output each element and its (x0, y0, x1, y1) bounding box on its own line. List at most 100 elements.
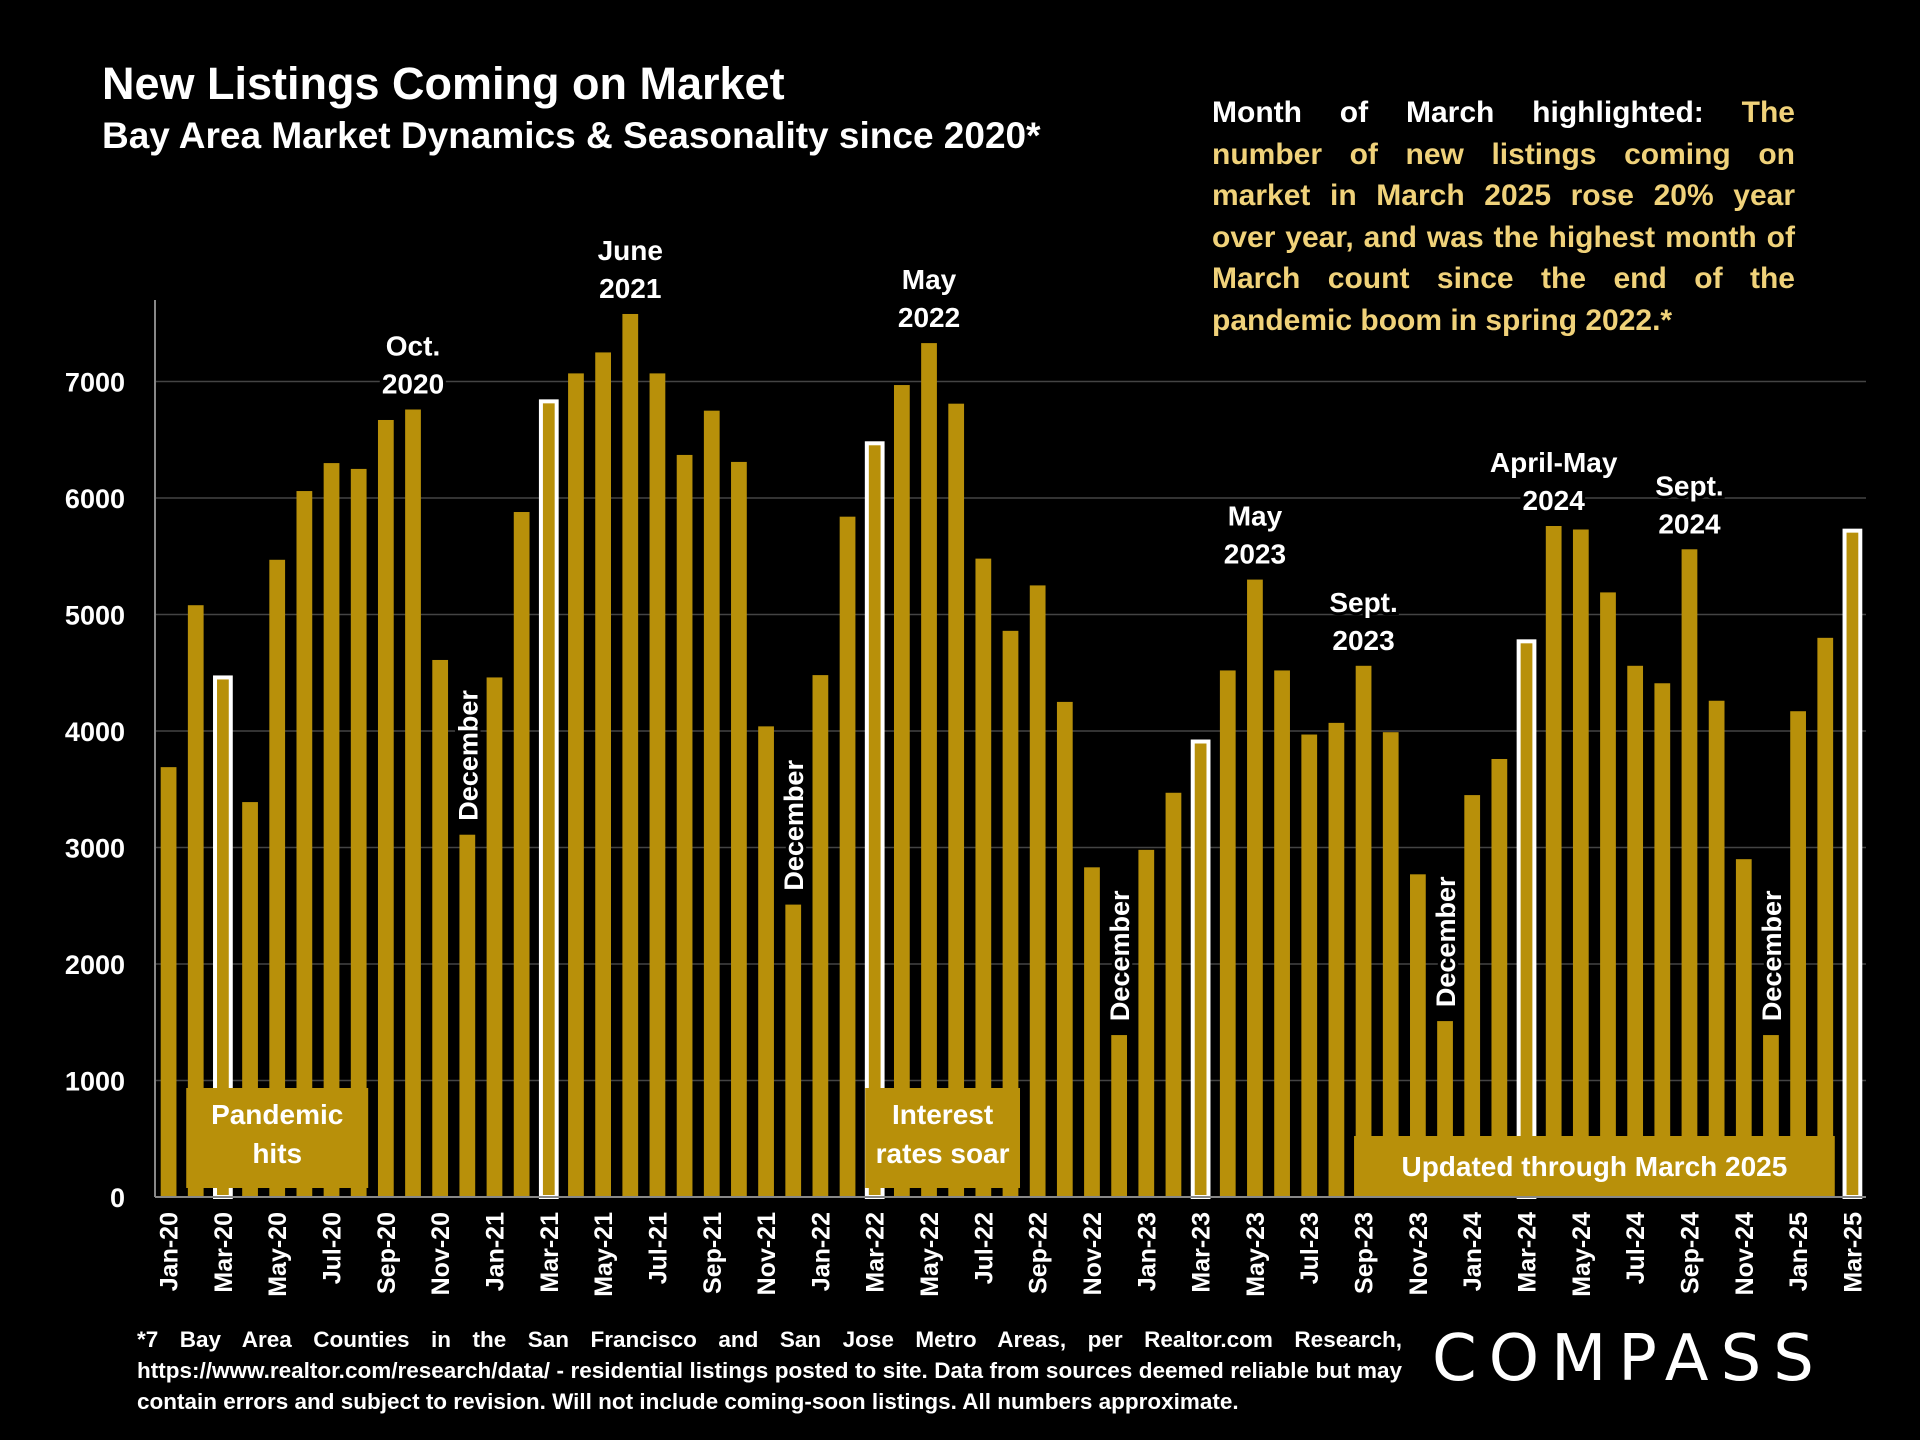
bar (187, 605, 204, 1197)
x-tick-label: May-22 (916, 1212, 944, 1297)
bar (649, 373, 666, 1198)
peak-annotation: Oct. (386, 331, 440, 362)
note-body: The number of new listings coming on mar… (1212, 96, 1795, 337)
bar (350, 468, 367, 1197)
bar (1084, 867, 1100, 1197)
bar (622, 313, 639, 1197)
x-tick-label: Jul-20 (319, 1212, 347, 1284)
annotation-box (865, 1088, 1021, 1188)
x-tick-label: Nov-20 (427, 1212, 455, 1295)
bar (1138, 849, 1155, 1197)
x-tick-label: Jan-23 (1133, 1212, 1161, 1291)
x-tick-label: Sep-24 (1676, 1212, 1704, 1294)
bar (1491, 758, 1508, 1197)
x-tick-label: Nov-21 (753, 1212, 781, 1295)
bar (1735, 859, 1752, 1197)
bar (1274, 670, 1290, 1197)
highlight-note: Month of March highlighted: The number o… (1212, 92, 1795, 341)
bar-highlighted (1842, 528, 1863, 1199)
x-tick-label: Jul-23 (1296, 1212, 1324, 1284)
peak-annotation: May (1228, 501, 1283, 532)
x-tick-label: Nov-23 (1405, 1212, 1433, 1295)
x-tick-label: Jul-22 (970, 1212, 998, 1284)
bar (1545, 525, 1562, 1197)
x-tick-label: Jan-24 (1459, 1212, 1487, 1291)
bar (1111, 1035, 1128, 1197)
bar (1301, 734, 1318, 1197)
peak-annotation: Sept. (1655, 470, 1723, 501)
bar (1056, 701, 1073, 1197)
x-tick-label: Sep-20 (373, 1212, 401, 1294)
bar (1382, 732, 1399, 1197)
bar (1572, 529, 1589, 1197)
x-tick-label: Nov-24 (1731, 1212, 1759, 1295)
x-tick-label: May-24 (1568, 1212, 1596, 1297)
bar (948, 403, 965, 1198)
bar (459, 834, 476, 1197)
bar (323, 463, 340, 1197)
bar (1654, 683, 1671, 1197)
bar (513, 512, 530, 1197)
december-label: December (1757, 890, 1787, 1021)
x-tick-label: Jul-24 (1622, 1212, 1650, 1284)
y-tick-label: 7000 (65, 368, 125, 398)
bar (703, 410, 720, 1197)
peak-annotation: 2021 (599, 273, 661, 304)
bar (486, 677, 503, 1197)
bar (377, 419, 394, 1198)
bar (1219, 670, 1236, 1197)
bar (1464, 795, 1481, 1197)
bar (785, 904, 802, 1197)
annotation-box-text: Updated through March 2025 (1401, 1151, 1787, 1182)
y-tick-label: 5000 (65, 601, 125, 631)
x-tick-label: Jul-21 (644, 1212, 672, 1284)
bar (432, 659, 449, 1197)
x-tick-label: Jan-25 (1785, 1212, 1813, 1291)
bar (1247, 579, 1263, 1197)
bar-highlighted (538, 399, 559, 1199)
peak-annotation: June (598, 235, 663, 266)
bar (1165, 792, 1182, 1197)
bar-highlighted (1516, 639, 1537, 1199)
bar (921, 343, 937, 1197)
bar (269, 559, 286, 1197)
x-tick-label: Jan-21 (481, 1212, 509, 1291)
bar (1355, 665, 1372, 1197)
bar (812, 675, 829, 1197)
bar (1627, 665, 1644, 1197)
bar (296, 491, 313, 1198)
peak-annotation: 2023 (1332, 625, 1394, 656)
peak-annotation: 2024 (1658, 508, 1721, 539)
y-tick-label: 1000 (65, 1067, 125, 1097)
x-tick-label: May-23 (1242, 1212, 1270, 1297)
chart-title: New Listings Coming on Market (102, 58, 785, 109)
x-tick-label: Nov-22 (1079, 1212, 1107, 1295)
y-tick-label: 4000 (65, 717, 125, 747)
peak-annotation: Sept. (1329, 587, 1397, 618)
chart-subtitle: Bay Area Market Dynamics & Seasonality s… (102, 115, 1041, 156)
bar (405, 409, 421, 1197)
bar (758, 726, 774, 1197)
bar (1681, 549, 1698, 1197)
december-label: December (1105, 890, 1135, 1021)
note-lead: Month of March highlighted: (1212, 96, 1704, 129)
annotation-box (186, 1088, 369, 1188)
peak-annotation: 2022 (898, 302, 960, 333)
x-tick-label: Mar-21 (536, 1212, 564, 1293)
y-tick-label: 3000 (65, 834, 125, 864)
x-tick-label: Mar-23 (1188, 1212, 1216, 1293)
bar (1410, 874, 1426, 1197)
bar-chart: 0 1000 2000 3000 4000 5000 6000 7000 Jan-20 Mar-2… (64, 234, 1868, 1297)
annotation-box-text: rates soar (876, 1138, 1010, 1169)
bar (839, 516, 856, 1197)
x-tick-label: Jan-22 (807, 1212, 835, 1291)
y-tick-label: 6000 (65, 484, 125, 514)
bar (975, 558, 992, 1197)
x-tick-label: Jan-20 (156, 1212, 184, 1291)
peak-annotation: 2023 (1224, 539, 1286, 570)
bar (568, 373, 584, 1198)
annotation-box (1354, 1136, 1835, 1196)
bar (731, 461, 747, 1197)
december-label: December (453, 690, 483, 821)
annotation-box-text: Pandemic (211, 1099, 343, 1130)
